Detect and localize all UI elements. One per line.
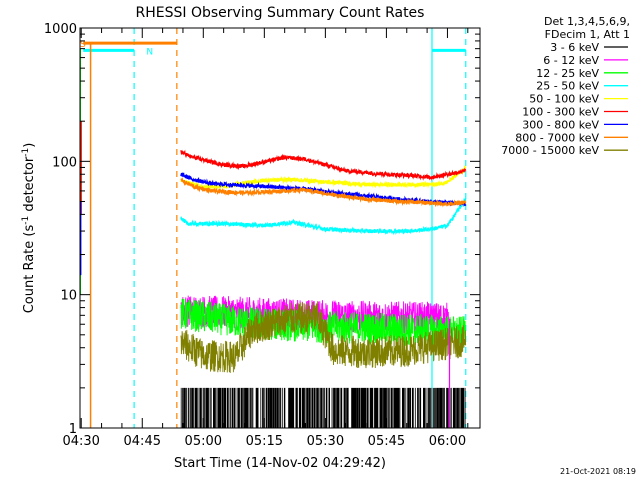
series-8	[180, 301, 467, 374]
x-tick-label: 05:00	[185, 434, 222, 449]
y-axis-label-exp: -1	[21, 148, 31, 157]
x-tick-label: 05:30	[307, 434, 344, 449]
series-0	[180, 387, 466, 428]
series-5	[180, 149, 467, 181]
legend-entry-label: 7000 - 15000 keV	[501, 144, 599, 157]
y-axis-label-exp: -1	[21, 216, 31, 225]
x-axis: 04:30 04:45 05:00 05:15 05:30 05:45 06:00	[62, 28, 469, 449]
legend-entry-label: 300 - 800 keV	[522, 118, 599, 131]
legend-entry-label: 100 - 300 keV	[522, 106, 599, 119]
series-3	[180, 197, 467, 236]
legend-entry-label: 50 - 100 keV	[529, 93, 599, 106]
series-mark	[180, 387, 466, 428]
legend-entry-label: 12 - 25 keV	[536, 67, 599, 80]
flag-label: N	[146, 47, 153, 57]
legend-header-line: Det 1,3,4,5,6,9,	[544, 15, 630, 28]
chart-title: RHESSI Observing Summary Count Rates	[136, 5, 425, 21]
y-axis-label-part: Count Rate (s	[22, 225, 37, 314]
flag-label: S	[80, 40, 86, 50]
x-axis-label: Start Time (14-Nov-02 04:29:42)	[174, 456, 386, 471]
series-line	[180, 301, 467, 374]
series-line	[180, 149, 467, 181]
legend-entry-label: 800 - 7000 keV	[515, 131, 599, 144]
y-tick-label: 1	[69, 422, 77, 437]
series-line	[180, 298, 467, 347]
x-tick-label: 06:00	[429, 434, 466, 449]
series-2	[180, 298, 467, 347]
y-tick-label: 1000	[44, 22, 77, 37]
x-tick-label: 05:45	[368, 434, 405, 449]
legend-entry-label: 25 - 50 keV	[536, 80, 599, 93]
x-tick-label: 05:15	[246, 434, 283, 449]
x-tick-label: 04:30	[62, 434, 99, 449]
legend-entry-label: 3 - 6 keV	[550, 41, 599, 54]
series-layer: SN	[80, 28, 467, 428]
legend-entry-label: 6 - 12 keV	[543, 54, 599, 67]
y-axis-label-part: detector	[22, 156, 37, 216]
y-tick-label: 100	[52, 155, 77, 170]
series-line	[180, 177, 467, 208]
legend: Det 1,3,4,5,6,9, FDecim 1, Att 1 3 - 6 k…	[501, 15, 630, 157]
y-axis-label-part: )	[22, 143, 37, 148]
y-tick-label: 10	[60, 289, 77, 304]
y-axis-label: Count Rate (s-1 detector-1)	[21, 143, 37, 314]
legend-header-line: FDecim 1, Att 1	[545, 28, 630, 41]
x-tick-label: 04:45	[124, 434, 161, 449]
series-line	[180, 197, 467, 236]
footer-timestamp: 21-Oct-2021 08:19	[560, 467, 636, 476]
plot-frame	[79, 27, 481, 429]
series-7	[83, 41, 467, 428]
